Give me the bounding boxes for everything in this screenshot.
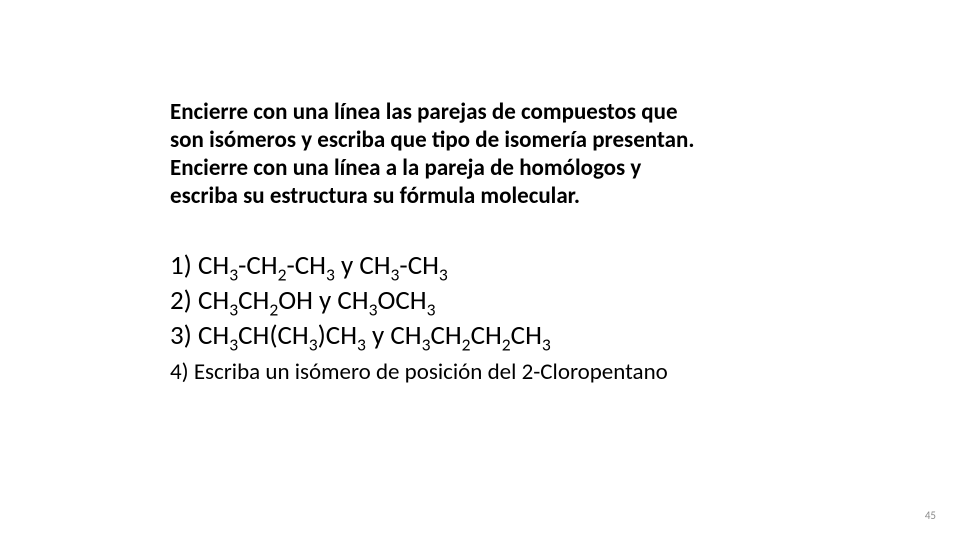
- item-1-sep: y: [335, 249, 359, 282]
- item-3-prefix: 3): [170, 319, 198, 352]
- item-3: 3) CH3CH(CH3)CH3 y CH3CH2CH2CH3: [170, 318, 810, 353]
- item-3-left-formula: CH3CH(CH3)CH3: [198, 319, 366, 352]
- instructions-block: Encierre con una línea las parejas de co…: [170, 98, 810, 210]
- instruction-line-4: escriba su estructura su fórmula molecul…: [170, 182, 810, 210]
- item-2-sep: y: [313, 284, 337, 317]
- item-3-right-formula: CH3CH2CH2CH3: [390, 319, 550, 352]
- item-1-prefix: 1): [170, 249, 198, 282]
- item-1-left-formula: CH3-CH2-CH3: [198, 249, 335, 282]
- item-4: 4) Escriba un isómero de posición del 2-…: [170, 357, 810, 388]
- page-number: 45: [925, 509, 936, 522]
- item-1: 1) CH3-CH2-CH3 y CH3-CH3: [170, 248, 810, 283]
- items-list: 1) CH3-CH2-CH3 y CH3-CH3 2) CH3CH2OH y C…: [170, 248, 810, 388]
- item-2-right-formula: CH3OCH3: [337, 284, 435, 317]
- item-1-right-formula: CH3-CH3: [359, 249, 448, 282]
- instruction-line-2: son isómeros y escriba que tipo de isome…: [170, 126, 810, 154]
- item-2-prefix: 2): [170, 284, 198, 317]
- instruction-line-3: Encierre con una línea a la pareja de ho…: [170, 154, 810, 182]
- item-2: 2) CH3CH2OH y CH3OCH3: [170, 283, 810, 318]
- instruction-line-1: Encierre con una línea las parejas de co…: [170, 98, 810, 126]
- slide-content: Encierre con una línea las parejas de co…: [170, 98, 810, 389]
- item-3-sep: y: [366, 319, 390, 352]
- item-2-left-formula: CH3CH2OH: [198, 284, 313, 317]
